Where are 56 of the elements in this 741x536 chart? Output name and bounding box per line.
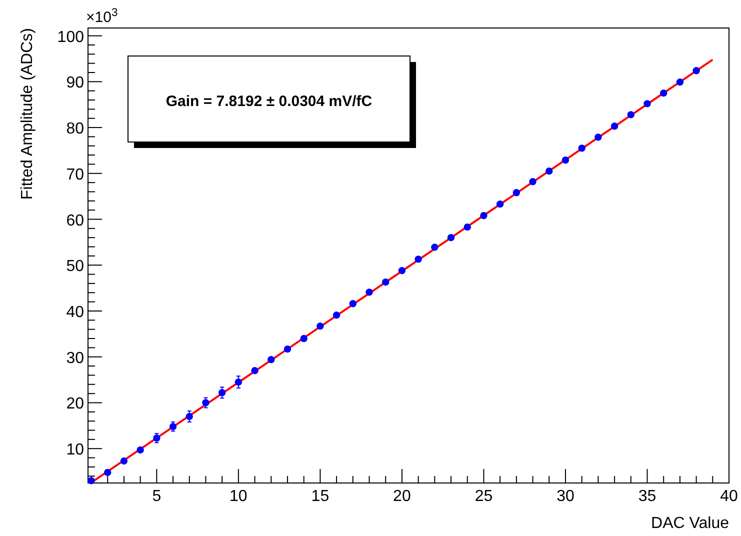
point [512, 189, 520, 196]
y-tick-label: 10 [66, 442, 84, 459]
point [431, 244, 438, 251]
point [496, 200, 504, 208]
y-tick-label: 60 [66, 212, 84, 230]
point [268, 356, 275, 364]
point [234, 378, 242, 386]
y-tick-label: 20 [66, 396, 84, 413]
point [104, 468, 112, 476]
y-tick-label: 100 [57, 28, 84, 46]
point [480, 212, 488, 220]
point [349, 300, 357, 308]
point [218, 389, 226, 396]
point [316, 322, 324, 330]
x-tick-label: 15 [311, 488, 330, 505]
annotation: Gain = 7.8192 ± 0.0304 mV/fC [166, 93, 372, 110]
text: ×10$^{3}$ [86, 7, 118, 26]
x-tick-label: 10 [230, 488, 248, 505]
point [447, 234, 455, 242]
y-axis-title: Fitted Amplitude (ADCs) [19, 28, 36, 200]
point [414, 256, 422, 263]
y-tick-label: 70 [66, 166, 84, 184]
point [88, 477, 95, 484]
point [120, 457, 128, 465]
point [692, 67, 700, 74]
point [300, 334, 308, 342]
point [398, 267, 406, 274]
point [594, 134, 602, 141]
point [562, 156, 570, 164]
y-tick-label: 80 [66, 120, 84, 138]
point [382, 278, 390, 286]
y-tick-label: 30 [66, 350, 84, 367]
point [464, 223, 471, 231]
x-tick-label: 30 [556, 488, 574, 505]
x-tick-label: 5 [152, 488, 162, 505]
point [660, 90, 668, 97]
x-axis-title: DAC Value [651, 515, 730, 532]
point [627, 111, 634, 118]
point [676, 78, 684, 86]
y-tick-label: 40 [66, 304, 84, 321]
point [136, 446, 144, 454]
point [644, 100, 651, 108]
point [610, 122, 618, 130]
point [529, 178, 536, 186]
point [366, 288, 373, 296]
x-tick-label: 20 [393, 488, 411, 505]
y-tick-label: 50 [66, 258, 84, 276]
point [284, 345, 292, 353]
x-tick-label: 40 [720, 488, 738, 505]
point [332, 312, 340, 319]
y-tick-label: 90 [66, 74, 84, 92]
point [251, 367, 258, 374]
x-tick-label: 35 [638, 488, 656, 505]
x-tick-label: 25 [474, 488, 493, 505]
point [546, 168, 553, 175]
point [578, 144, 586, 152]
